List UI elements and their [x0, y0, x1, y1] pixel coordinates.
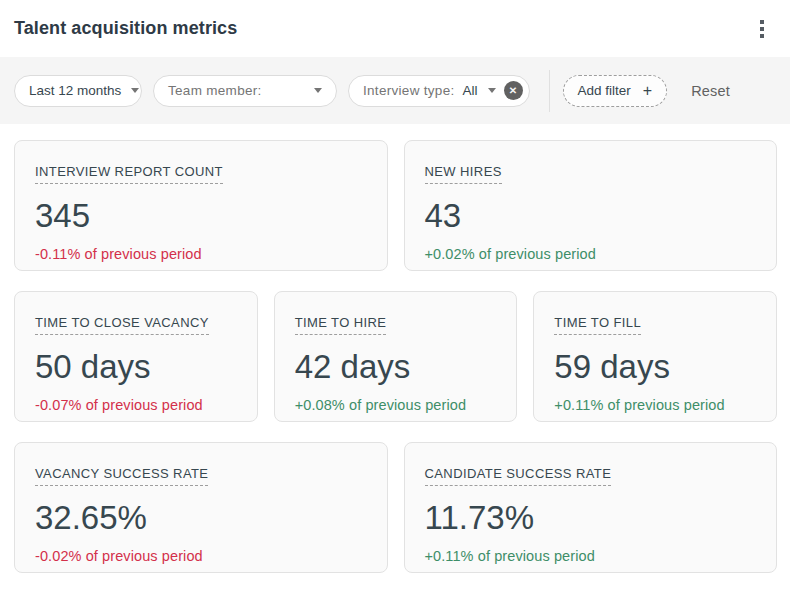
metric-card-time-to-hire: TIME TO HIRE 42 days +0.08% of previous …: [274, 291, 518, 422]
chevron-down-icon: [488, 88, 496, 93]
metric-title[interactable]: TIME TO HIRE: [295, 315, 387, 335]
widget-header: Talent acquisition metrics: [0, 0, 790, 57]
metrics-grid: INTERVIEW REPORT COUNT 345 -0.11% of pre…: [0, 124, 790, 573]
card-row-2: TIME TO CLOSE VACANCY 50 days -0.07% of …: [14, 291, 777, 422]
metric-delta: -0.11% of previous period: [35, 246, 367, 262]
reset-filters-button[interactable]: Reset: [691, 83, 730, 99]
metric-card-candidate-success-rate: CANDIDATE SUCCESS RATE 11.73% +0.11% of …: [404, 442, 778, 573]
chevron-down-icon: [131, 88, 139, 93]
metric-delta: -0.02% of previous period: [35, 548, 367, 564]
metric-value: 59 days: [554, 348, 756, 386]
metric-card-new-hires: NEW HIRES 43 +0.02% of previous period: [404, 140, 778, 271]
metric-card-time-to-fill: TIME TO FILL 59 days +0.11% of previous …: [533, 291, 777, 422]
page-title: Talent acquisition metrics: [14, 18, 237, 39]
filter-bar: Last 12 months Team member: Interview ty…: [0, 57, 790, 124]
metric-value: 43: [425, 197, 757, 235]
chevron-down-icon: [314, 88, 322, 93]
team-member-filter-label: Team member:: [168, 83, 262, 98]
interview-type-filter-value: All: [463, 83, 478, 98]
metric-title[interactable]: TIME TO FILL: [554, 315, 641, 335]
period-filter-value: Last 12 months: [29, 83, 121, 98]
add-filter-button[interactable]: Add filter +: [563, 75, 668, 107]
clear-x-icon[interactable]: ✕: [504, 81, 523, 100]
metric-delta: +0.02% of previous period: [425, 246, 757, 262]
metric-value: 42 days: [295, 348, 497, 386]
metric-value: 50 days: [35, 348, 237, 386]
card-row-1: INTERVIEW REPORT COUNT 345 -0.11% of pre…: [14, 140, 777, 271]
kebab-menu-icon[interactable]: [754, 14, 770, 44]
metric-title[interactable]: TIME TO CLOSE VACANCY: [35, 315, 209, 335]
metric-card-vacancy-success-rate: VACANCY SUCCESS RATE 32.65% -0.02% of pr…: [14, 442, 388, 573]
metric-delta: +0.11% of previous period: [425, 548, 757, 564]
metric-title[interactable]: VACANCY SUCCESS RATE: [35, 466, 208, 486]
plus-icon: +: [643, 83, 652, 99]
period-filter-dropdown[interactable]: Last 12 months: [14, 75, 142, 107]
metric-value: 11.73%: [425, 499, 757, 537]
metric-card-interview-report-count: INTERVIEW REPORT COUNT 345 -0.11% of pre…: [14, 140, 388, 271]
metric-card-time-to-close-vacancy: TIME TO CLOSE VACANCY 50 days -0.07% of …: [14, 291, 258, 422]
interview-type-filter-dropdown[interactable]: Interview type: All ✕: [348, 75, 530, 107]
card-row-3: VACANCY SUCCESS RATE 32.65% -0.02% of pr…: [14, 442, 777, 573]
filter-divider: [549, 70, 550, 112]
metric-value: 345: [35, 197, 367, 235]
metric-title[interactable]: INTERVIEW REPORT COUNT: [35, 164, 223, 184]
metric-value: 32.65%: [35, 499, 367, 537]
add-filter-label: Add filter: [578, 83, 631, 98]
metric-title[interactable]: CANDIDATE SUCCESS RATE: [425, 466, 612, 486]
interview-type-filter-label: Interview type:: [363, 83, 455, 98]
metric-delta: +0.11% of previous period: [554, 397, 756, 413]
team-member-filter-dropdown[interactable]: Team member:: [153, 75, 337, 107]
metric-delta: -0.07% of previous period: [35, 397, 237, 413]
metric-title[interactable]: NEW HIRES: [425, 164, 502, 184]
metric-delta: +0.08% of previous period: [295, 397, 497, 413]
